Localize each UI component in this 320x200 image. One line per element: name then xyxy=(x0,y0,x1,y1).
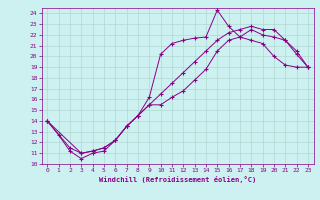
X-axis label: Windchill (Refroidissement éolien,°C): Windchill (Refroidissement éolien,°C) xyxy=(99,176,256,183)
